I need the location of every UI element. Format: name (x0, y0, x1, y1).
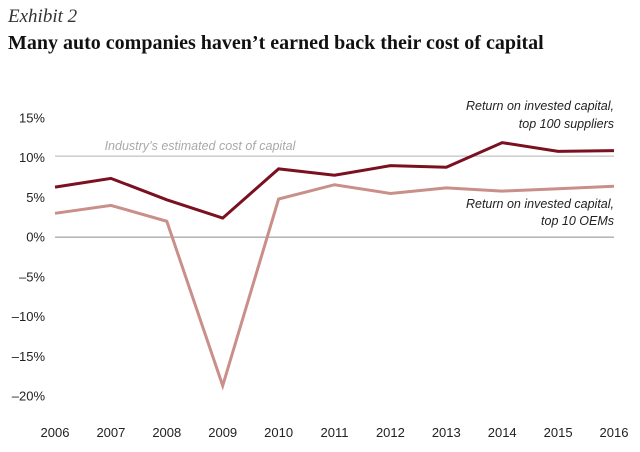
x-tick-label: 2006 (41, 425, 70, 440)
series-label-oems: Return on invested capital, (466, 197, 614, 211)
series-label-oems: top 10 OEMs (541, 214, 614, 228)
x-tick-label: 2008 (152, 425, 181, 440)
x-tick-label: 2012 (376, 425, 405, 440)
x-tick-label: 2007 (96, 425, 125, 440)
y-tick-label: 5% (26, 190, 45, 205)
exhibit-label: Exhibit 2 (8, 6, 78, 27)
x-tick-label: 2016 (600, 425, 629, 440)
x-tick-label: 2009 (208, 425, 237, 440)
x-tick-label: 2015 (544, 425, 573, 440)
series-label-suppliers: top 100 suppliers (519, 117, 614, 131)
y-tick-label: –15% (12, 349, 46, 364)
x-tick-label: 2010 (264, 425, 293, 440)
series-line-oems (54, 183, 615, 391)
x-tick-label: 2014 (488, 425, 517, 440)
x-tick-label: 2011 (321, 425, 349, 440)
chart-title: Many auto companies haven’t earned back … (8, 32, 544, 54)
y-tick-label: –20% (12, 389, 46, 404)
y-tick-label: 10% (19, 150, 45, 165)
y-tick-label: –5% (19, 269, 45, 284)
y-tick-label: 15% (19, 111, 45, 126)
y-tick-label: 0% (26, 230, 45, 245)
series-label-suppliers: Return on invested capital, (466, 99, 614, 113)
cost-of-capital-label: Industry’s estimated cost of capital (105, 139, 297, 153)
x-tick-label: 2013 (432, 425, 461, 440)
y-tick-label: –10% (12, 309, 46, 324)
series-line-suppliers (54, 141, 615, 220)
